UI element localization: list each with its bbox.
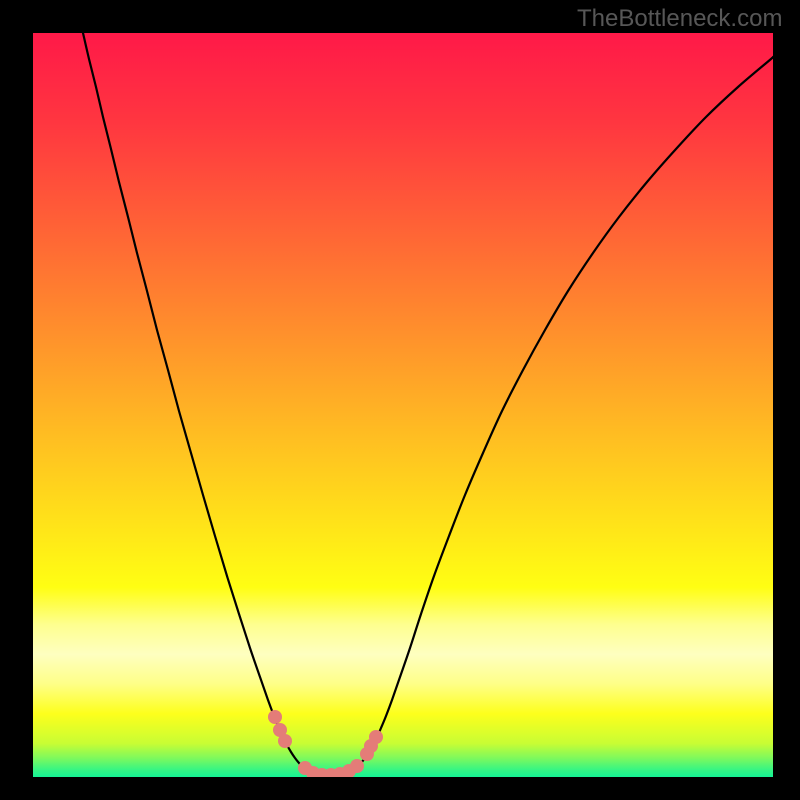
marker-dot [278,734,292,748]
chart-frame: TheBottleneck.com [0,0,800,800]
marker-dot [350,759,364,773]
marker-dot [268,710,282,724]
plot-area [33,33,773,777]
marker-dot [369,730,383,744]
plot-svg [33,33,773,777]
watermark-text: TheBottleneck.com [577,5,782,33]
